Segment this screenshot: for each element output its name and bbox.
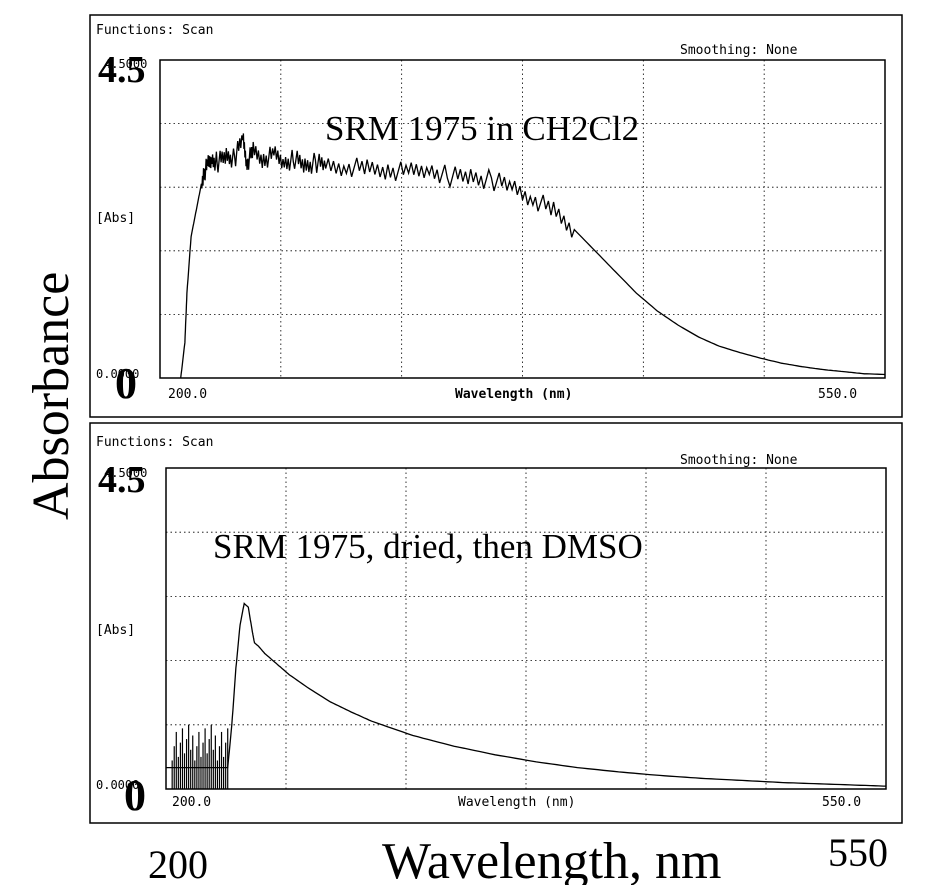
bottom-ytick-min-big: 0 <box>124 771 146 820</box>
bottom-title: SRM 1975, dried, then DMSO <box>213 527 643 566</box>
top-title: SRM 1975 in CH2Cl2 <box>325 109 639 148</box>
bottom-plot-area <box>165 467 887 790</box>
bottom-panel-frame <box>89 422 903 824</box>
top-functions-label: Functions: Scan <box>96 23 213 38</box>
bottom-smoothing-label: Smoothing: None <box>680 453 798 468</box>
bottom-series-line <box>166 602 886 787</box>
bottom-ylabel-small: [Abs] <box>96 623 135 638</box>
figure-xlabel: Wavelength, nm <box>382 833 722 885</box>
bottom-xlabel: Wavelength (nm) <box>458 795 575 810</box>
top-ylabel-small: [Abs] <box>96 211 135 226</box>
top-panel-frame <box>89 14 903 418</box>
figure-x-max-label: 550 <box>828 830 888 875</box>
top-chart: Functions: Scan Smoothing: None [Abs] 0.… <box>96 23 886 408</box>
top-series-line <box>180 133 886 379</box>
bottom-chart: Functions: Scan Smoothing: None [Abs] 0.… <box>96 435 887 820</box>
top-xtick-min: 200.0 <box>168 387 207 402</box>
bottom-noise-bars <box>171 724 229 789</box>
bottom-ytick-max-big: 4.5 <box>98 459 146 501</box>
bottom-ytick-max-small: 4.5000 <box>104 466 147 480</box>
top-xtick-max: 550.0 <box>818 387 857 402</box>
bottom-xtick-min: 200.0 <box>172 795 211 810</box>
top-ytick-min-small: 0.0000 <box>96 367 139 381</box>
top-ytick-min-big: 0 <box>115 359 137 408</box>
top-smoothing-label: Smoothing: None <box>680 43 798 58</box>
top-ytick-max-small: 4.5000 <box>104 57 147 71</box>
bottom-functions-label: Functions: Scan <box>96 435 213 450</box>
top-xlabel: Wavelength (nm) <box>455 387 572 402</box>
bottom-xtick-max: 550.0 <box>822 795 861 810</box>
figure-ylabel: Absorbance <box>23 272 80 520</box>
top-gridlines <box>160 60 885 378</box>
bottom-gridlines <box>166 468 886 789</box>
bottom-ytick-min-small: 0.0000 <box>96 778 139 792</box>
figure-x-min-label: 200 <box>148 842 208 885</box>
top-ytick-max-big: 4.5 <box>98 49 146 91</box>
